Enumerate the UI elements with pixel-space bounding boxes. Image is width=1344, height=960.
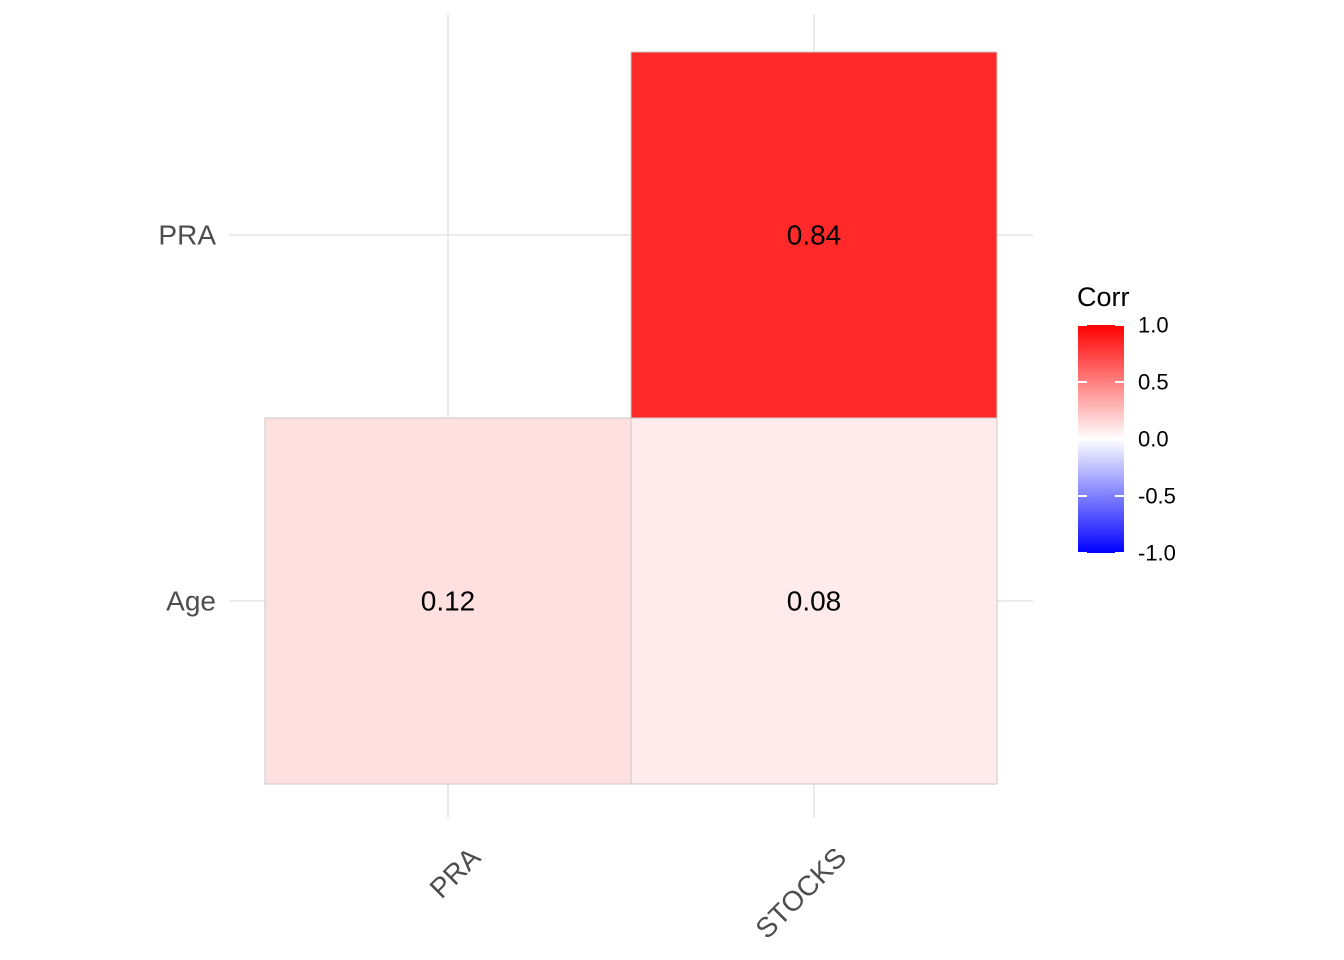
legend: Corr 1.0 0.5 0.0 -0.5 -1.0 [1077,282,1176,566]
legend-tick-label: 0.5 [1138,370,1169,395]
cell-value-label: 0.84 [787,220,842,251]
legend-tick-label: -0.5 [1138,484,1176,509]
legend-title: Corr [1077,282,1130,312]
heatmap-cell-pra-age [264,417,632,785]
heatmap-cell-stocks-pra [630,51,998,419]
heatmap-cell-stocks-age [630,417,998,785]
legend-ticks: 1.0 0.5 0.0 -0.5 -1.0 [1078,313,1176,566]
x-tick-label: STOCKS [749,841,852,944]
cell-value-label: 0.08 [787,586,842,617]
y-tick-label: Age [166,586,216,617]
x-axis-ticks: PRA STOCKS [424,841,853,944]
legend-tick-label: 1.0 [1138,313,1169,338]
cell-value-label: 0.12 [421,586,476,617]
y-tick-label: PRA [158,220,216,251]
heatmap-cells: 0.12 0.08 0.84 [264,51,998,785]
legend-tick-label: -1.0 [1138,541,1176,566]
y-axis-ticks: Age PRA [158,220,216,617]
x-tick-label: PRA [424,841,487,904]
legend-tick-label: 0.0 [1138,427,1169,452]
